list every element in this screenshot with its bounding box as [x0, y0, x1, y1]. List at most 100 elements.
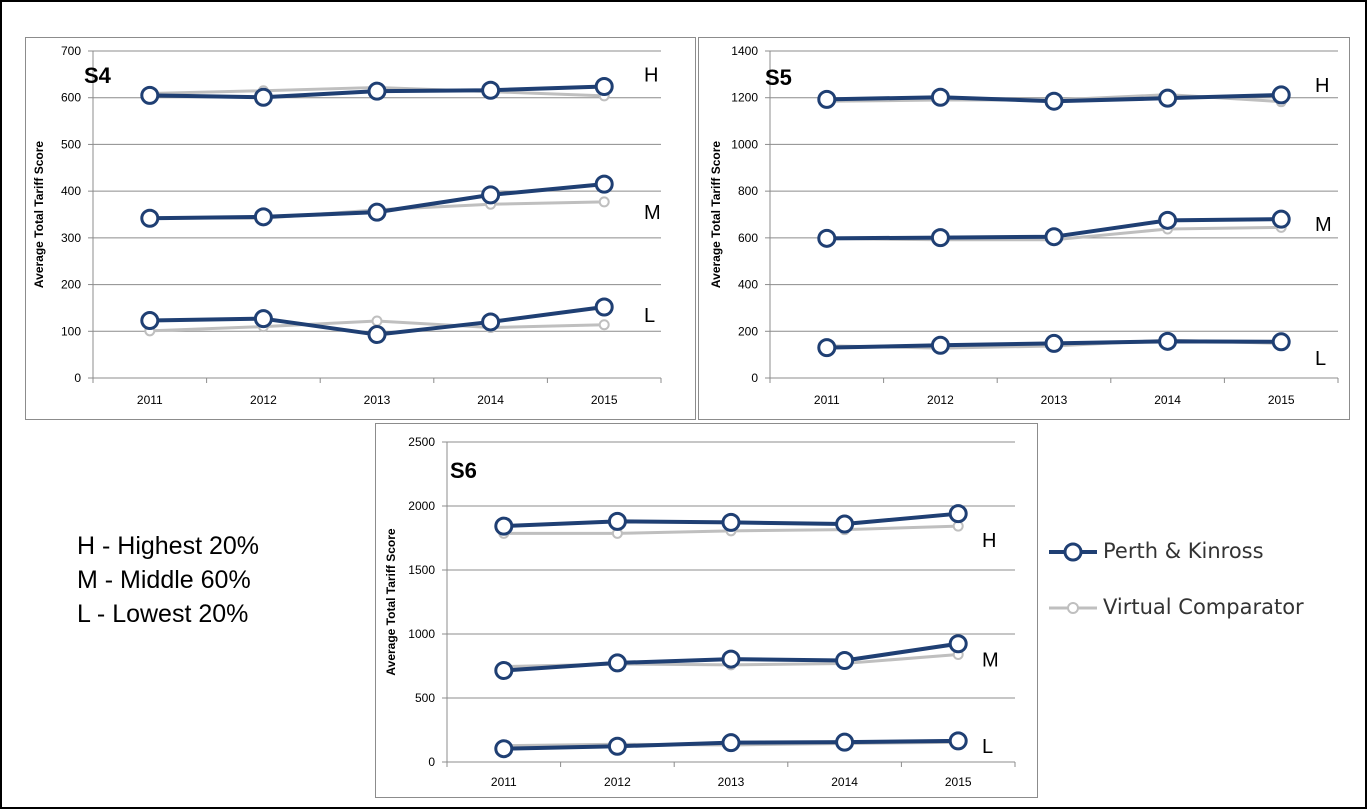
legend-label-perth-kinross: Perth & Kinross — [1103, 539, 1264, 563]
data-point-perth-kinross-l — [494, 739, 514, 759]
chart-panel-s5: 0 200 400 600 800 1000 1200 1400 2011 2012 2013 201… — [698, 37, 1350, 420]
data-point-perth-kinross-h — [1271, 85, 1291, 105]
group-label-m: M — [982, 650, 999, 672]
y-tick-label: 1200 — [731, 91, 758, 105]
x-tick-label: 2013 — [364, 393, 391, 407]
key-line-lowest: L - Lowest 20% — [77, 600, 249, 628]
data-point-perth-kinross-l — [607, 736, 627, 756]
y-tick-label: 700 — [61, 44, 81, 58]
y-tick-label: 1400 — [731, 44, 758, 58]
chart-s4: 0 100 200 300 400 500 600 700 2011 2012 2013 2014 20… — [32, 44, 662, 407]
y-tick-label: 600 — [61, 91, 81, 105]
group-label-l: L — [644, 305, 655, 327]
data-point-perth-kinross-h — [253, 87, 273, 107]
data-point-perth-kinross-m — [481, 185, 501, 205]
data-point-perth-kinross-h — [607, 511, 627, 531]
data-point-perth-kinross-l — [721, 733, 741, 753]
data-point-perth-kinross-m — [930, 228, 950, 248]
y-tick-label: 400 — [61, 184, 81, 198]
key-line-highest: H - Highest 20% — [77, 532, 260, 560]
y-tick-label: 2000 — [408, 499, 435, 513]
data-point-perth-kinross-l — [930, 335, 950, 355]
data-point-perth-kinross-h — [140, 85, 160, 105]
x-tick-label: 2015 — [945, 775, 972, 789]
legend-marker-perth-kinross — [1049, 542, 1097, 562]
x-tick-label: 2015 — [591, 393, 618, 407]
x-tick-label: 2012 — [927, 393, 954, 407]
y-axis-label: Average Total Tariff Score — [32, 141, 46, 288]
data-point-perth-kinross-h — [481, 80, 501, 100]
data-point-virtual-comparator-l — [598, 319, 610, 331]
data-point-perth-kinross-l — [817, 338, 837, 358]
data-point-perth-kinross-m — [1158, 210, 1178, 230]
y-tick-label: 200 — [738, 324, 758, 338]
data-point-perth-kinross-h — [594, 77, 614, 97]
data-point-perth-kinross-l — [594, 297, 614, 317]
data-point-virtual-comparator-l — [371, 315, 383, 327]
group-label-h: H — [644, 64, 658, 86]
group-key: H - Highest 20% M - Middle 60% L - Lowes… — [77, 529, 259, 631]
data-point-perth-kinross-m — [948, 634, 968, 654]
data-point-perth-kinross-m — [1271, 209, 1291, 229]
chart-panel-s4: 0 100 200 300 400 500 600 700 2011 2012 2013 2014 20… — [25, 37, 696, 420]
data-point-perth-kinross-l — [481, 312, 501, 332]
y-tick-label: 0 — [751, 371, 758, 385]
group-label-h: H — [982, 530, 996, 552]
data-point-perth-kinross-l — [1158, 331, 1178, 351]
data-point-perth-kinross-h — [930, 87, 950, 107]
x-tick-label: 2013 — [718, 775, 745, 789]
x-tick-label: 2012 — [604, 775, 631, 789]
chart-panel-s6: 0 500 1000 1500 2000 2500 2011 2012 2013 2014 2015… — [375, 423, 1038, 798]
data-point-perth-kinross-h — [494, 516, 514, 536]
group-label-l: L — [1315, 348, 1326, 370]
y-tick-label: 1500 — [408, 563, 435, 577]
data-point-virtual-comparator-m — [598, 196, 610, 208]
y-tick-label: 200 — [61, 278, 81, 292]
data-point-perth-kinross-l — [948, 731, 968, 751]
data-point-perth-kinross-m — [494, 660, 514, 680]
data-point-perth-kinross-l — [140, 311, 160, 331]
y-tick-label: 2500 — [408, 435, 435, 449]
y-tick-label: 100 — [61, 324, 81, 338]
chart-title: S4 — [84, 63, 112, 88]
data-point-perth-kinross-l — [1044, 333, 1064, 353]
data-point-perth-kinross-l — [1271, 332, 1291, 352]
y-tick-label: 1000 — [408, 627, 435, 641]
data-point-perth-kinross-m — [607, 653, 627, 673]
chart-s6: 0 500 1000 1500 2000 2500 2011 2012 2013 2014 2015… — [384, 435, 1016, 789]
data-point-perth-kinross-h — [817, 89, 837, 109]
chart-s5: 0 200 400 600 800 1000 1200 1400 2011 2012 2013 201… — [709, 44, 1339, 407]
y-tick-label: 0 — [428, 755, 435, 769]
group-label-h: H — [1315, 75, 1329, 97]
x-tick-label: 2014 — [831, 775, 858, 789]
data-point-perth-kinross-m — [140, 208, 160, 228]
y-tick-label: 800 — [738, 184, 758, 198]
data-point-perth-kinross-m — [1044, 227, 1064, 247]
data-point-perth-kinross-m — [817, 228, 837, 248]
legend-label-virtual-comparator: Virtual Comparator — [1103, 595, 1304, 619]
y-tick-label: 0 — [74, 371, 81, 385]
x-tick-label: 2014 — [477, 393, 504, 407]
group-label-m: M — [1315, 214, 1332, 236]
chart-title: S6 — [450, 458, 477, 483]
y-tick-label: 1000 — [731, 137, 758, 151]
key-line-middle: M - Middle 60% — [77, 566, 251, 594]
data-point-perth-kinross-m — [367, 202, 387, 222]
data-point-perth-kinross-l — [253, 309, 273, 329]
y-tick-label: 500 — [61, 137, 81, 151]
y-tick-label: 400 — [738, 278, 758, 292]
data-point-perth-kinross-m — [721, 649, 741, 669]
x-tick-label: 2013 — [1041, 393, 1068, 407]
y-tick-label: 300 — [61, 231, 81, 245]
data-point-perth-kinross-h — [367, 81, 387, 101]
data-point-perth-kinross-m — [835, 650, 855, 670]
x-tick-label: 2011 — [137, 393, 163, 407]
group-label-m: M — [644, 202, 661, 224]
data-point-perth-kinross-h — [721, 512, 741, 532]
x-tick-label: 2014 — [1154, 393, 1181, 407]
group-label-l: L — [982, 736, 993, 758]
data-point-perth-kinross-h — [1158, 88, 1178, 108]
data-point-perth-kinross-l — [367, 325, 387, 345]
chart-title: S5 — [765, 65, 792, 90]
